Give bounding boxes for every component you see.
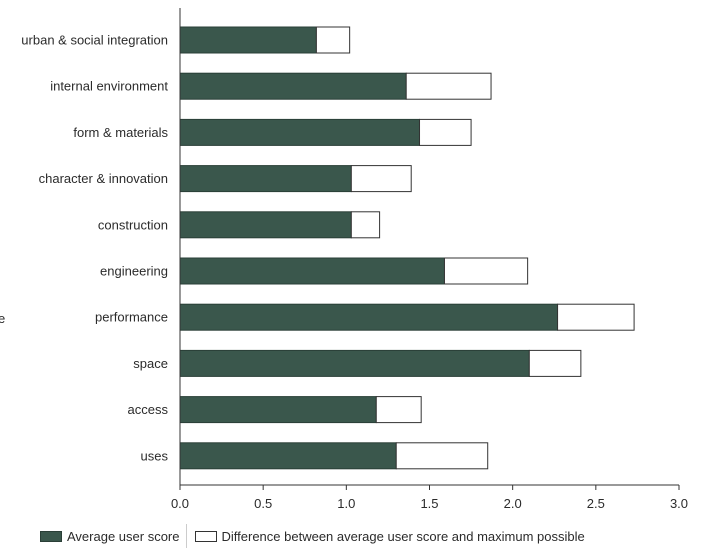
legend-label-average: Average user score — [67, 528, 180, 544]
bar-difference-6 — [557, 303, 635, 331]
legend: Average user score Difference between av… — [40, 524, 585, 548]
legend-item-difference: Difference between average user score an… — [194, 528, 585, 544]
x-tick-label: 2.0 — [504, 496, 522, 511]
bar-average-1 — [179, 72, 407, 100]
bar-difference-8 — [375, 396, 422, 424]
bar-average-2 — [179, 118, 421, 146]
x-tick-label: 1.5 — [420, 496, 438, 511]
category-label: engineering — [100, 264, 168, 279]
x-tick-label: 0.5 — [254, 496, 272, 511]
legend-label-difference: Difference between average user score an… — [221, 528, 585, 544]
bar-difference-2 — [419, 118, 472, 146]
bar-difference-4 — [350, 211, 381, 239]
bar-average-4 — [179, 211, 352, 239]
category-label: character & innovation — [39, 171, 168, 186]
category-label: uses — [141, 448, 169, 463]
legend-swatch-difference — [194, 530, 217, 542]
x-tick-label: 1.0 — [337, 496, 355, 511]
x-tick-label: 3.0 — [670, 496, 688, 511]
category-label: space — [133, 356, 168, 371]
category-label: performance — [95, 310, 168, 325]
bar-difference-0 — [315, 26, 351, 54]
category-label: construction — [98, 217, 168, 232]
x-tick-label: 0.0 — [171, 496, 189, 511]
bar-average-9 — [179, 442, 397, 470]
bar-average-7 — [179, 349, 530, 377]
bars-group — [179, 26, 635, 470]
category-label: urban & social integration — [21, 33, 168, 48]
bar-average-3 — [179, 165, 352, 193]
bar-average-6 — [179, 303, 559, 331]
category-label: internal environment — [50, 79, 168, 94]
legend-separator — [185, 524, 187, 548]
category-labels: urban & social integration internal envir… — [21, 33, 168, 464]
bar-difference-7 — [528, 349, 582, 377]
x-tick-label: 2.5 — [587, 496, 605, 511]
bar-difference-9 — [395, 442, 489, 470]
bar-average-0 — [179, 26, 317, 54]
legend-item-average: Average user score — [40, 529, 180, 544]
bar-average-8 — [179, 396, 377, 424]
x-axis-ticks: 0.0 0.5 1.0 1.5 2.0 2.5 3.0 — [171, 485, 688, 511]
legend-swatch-average — [40, 530, 62, 542]
category-label: access — [128, 402, 169, 417]
y-axis-label-fragment: e — [0, 311, 6, 326]
bar-difference-3 — [350, 165, 412, 193]
bar-difference-1 — [405, 72, 492, 100]
bar-difference-5 — [443, 257, 529, 285]
bar-average-5 — [179, 257, 445, 285]
category-label: form & materials — [73, 125, 168, 140]
